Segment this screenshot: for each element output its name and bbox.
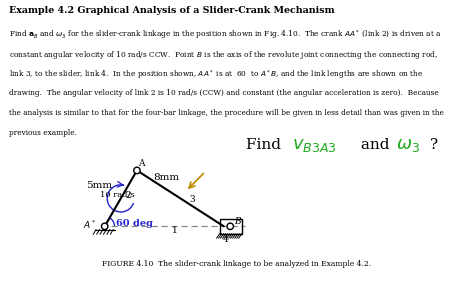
Text: drawing.  The angular velocity of link 2 is 10 rad/s (CCW) and constant (the ang: drawing. The angular velocity of link 2 … — [9, 89, 439, 97]
Text: 3: 3 — [189, 195, 195, 204]
Text: A: A — [137, 159, 144, 168]
Text: 2: 2 — [125, 191, 131, 200]
Text: and: and — [356, 138, 394, 152]
Text: $v_{B3A3}$: $v_{B3A3}$ — [292, 136, 337, 154]
Circle shape — [227, 223, 234, 230]
Text: 8mm: 8mm — [153, 173, 179, 182]
Text: Example 4.2 Graphical Analysis of a Slider-Crank Mechanism: Example 4.2 Graphical Analysis of a Slid… — [9, 6, 335, 15]
Text: B: B — [235, 217, 241, 226]
Text: 1: 1 — [172, 226, 178, 235]
Text: 10 rad/s: 10 rad/s — [100, 191, 135, 199]
Circle shape — [101, 223, 108, 230]
Text: the analysis is similar to that for the four-bar linkage, the procedure will be : the analysis is similar to that for the … — [9, 109, 444, 117]
Text: 4: 4 — [223, 235, 229, 244]
Text: Find: Find — [246, 138, 286, 152]
Text: 5mm: 5mm — [86, 181, 112, 190]
Circle shape — [134, 167, 140, 174]
Text: $A^*$: $A^*$ — [83, 219, 97, 231]
Text: $\omega_3$: $\omega_3$ — [396, 136, 420, 154]
Text: FIGURE 4.10  The slider-crank linkage to be analyzed in Example 4.2.: FIGURE 4.10 The slider-crank linkage to … — [102, 260, 372, 268]
Text: link 3, to the slider, link 4.  In the position shown, $AA^*$ is at  60  to $A^*: link 3, to the slider, link 4. In the po… — [9, 69, 424, 82]
Text: 60 deg: 60 deg — [116, 219, 153, 228]
Text: previous example.: previous example. — [9, 129, 77, 137]
Text: ?: ? — [430, 138, 438, 152]
Bar — [219, 219, 242, 234]
Text: Find $\mathbf{a}_B$ and $\omega_3$ for the slider-crank linkage in the position : Find $\mathbf{a}_B$ and $\omega_3$ for t… — [9, 29, 442, 42]
Text: constant angular velocity of 10 rad/s CCW.  Point $B$ is the axis of the revolut: constant angular velocity of 10 rad/s CC… — [9, 49, 438, 61]
